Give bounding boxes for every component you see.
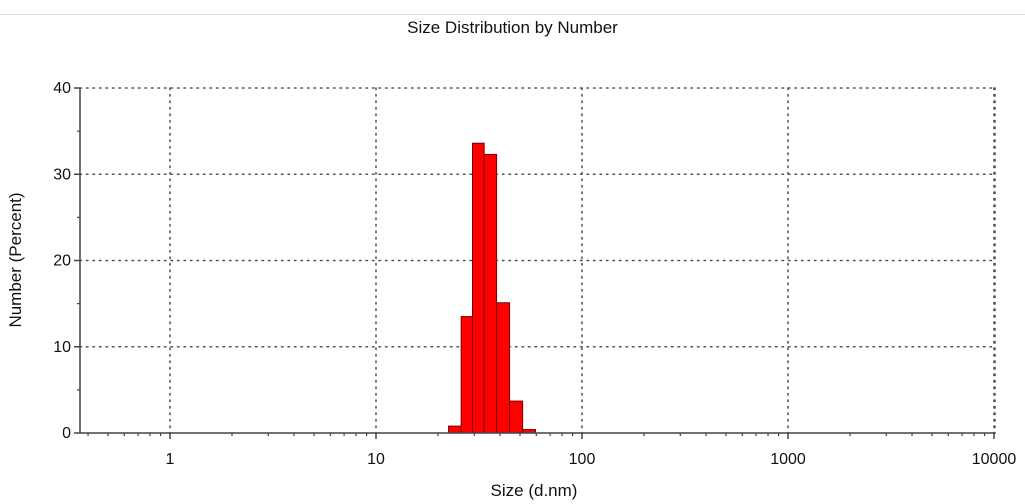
histogram-bar-3	[484, 154, 496, 433]
x-tick-label-3: 1000	[770, 451, 806, 468]
y-tick-label-1: 10	[53, 339, 71, 356]
histogram-bar-1	[461, 317, 472, 433]
y-tick-label-0: 0	[62, 425, 71, 442]
x-tick-label-1: 10	[367, 451, 385, 468]
y-tick-label-4: 40	[53, 80, 71, 97]
y-tick-label-3: 30	[53, 166, 71, 183]
histogram-bar-2	[472, 143, 484, 433]
histogram-bar-0	[449, 426, 462, 433]
x-tick-label-4: 10000	[972, 451, 1017, 468]
histogram-bar-4	[497, 303, 510, 433]
x-tick-label-2: 100	[569, 451, 596, 468]
histogram-bar-5	[510, 401, 523, 433]
x-tick-label-0: 1	[166, 451, 175, 468]
y-tick-label-2: 20	[53, 253, 71, 270]
